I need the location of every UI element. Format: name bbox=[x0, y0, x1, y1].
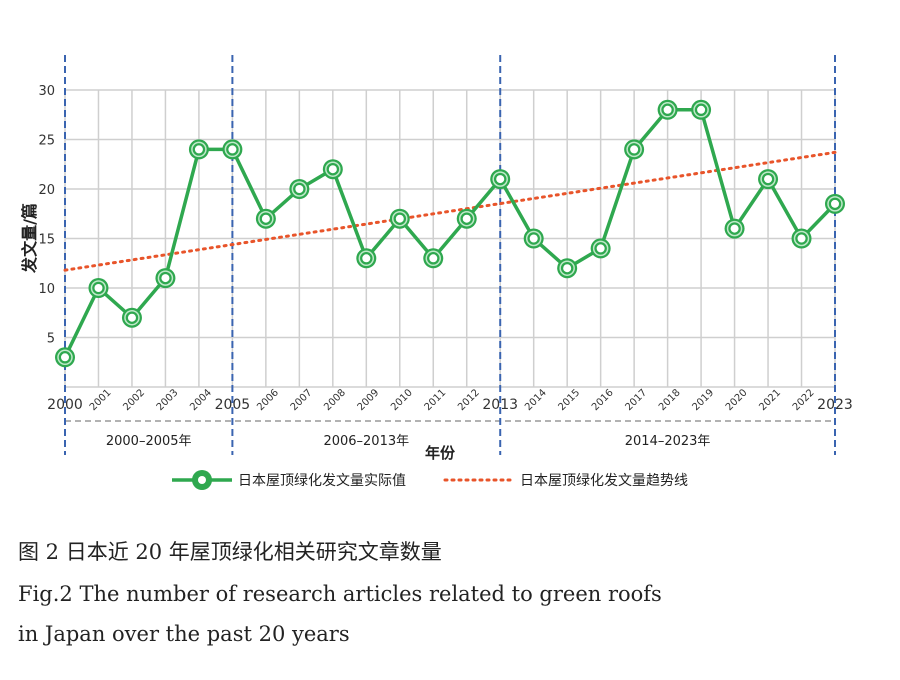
data-point-center bbox=[496, 175, 505, 184]
x-tick-label: 2014 bbox=[523, 387, 549, 413]
y-axis-label: 发文量/篇 bbox=[20, 203, 39, 274]
x-tick-label: 2007 bbox=[289, 387, 315, 413]
y-tick-label: 30 bbox=[38, 84, 55, 99]
data-point-center bbox=[261, 214, 270, 223]
data-point-ring bbox=[90, 280, 107, 296]
data-point-ring bbox=[258, 210, 274, 227]
data-point-ring bbox=[693, 102, 709, 118]
x-tick-label: 2012 bbox=[456, 387, 482, 413]
x-axis-label: 年份 bbox=[425, 444, 456, 462]
caption-english-line2: in Japan over the past 20 years bbox=[18, 622, 350, 646]
legend-actual-marker-center bbox=[198, 476, 206, 484]
period-label: 2014–2023年 bbox=[625, 434, 711, 449]
data-point-ring bbox=[124, 309, 140, 326]
data-point-ring bbox=[760, 171, 776, 187]
x-tick-label-major: 2000 bbox=[47, 397, 83, 413]
data-point-ring bbox=[57, 349, 73, 366]
data-point-center bbox=[730, 224, 739, 233]
x-tick-label: 2016 bbox=[590, 387, 616, 413]
data-point-ring bbox=[659, 102, 676, 118]
data-point-ring bbox=[224, 141, 241, 158]
x-tick-label: 2019 bbox=[690, 387, 716, 413]
data-point-center bbox=[228, 145, 237, 154]
caption-english-line1: Fig.2 The number of research articles re… bbox=[18, 582, 662, 606]
data-point-ring bbox=[458, 210, 475, 227]
x-tick-label-major: 2023 bbox=[817, 397, 853, 413]
data-point-ring bbox=[291, 181, 308, 197]
x-tick-label: 2021 bbox=[757, 387, 783, 413]
data-point-ring bbox=[827, 196, 843, 212]
data-point-center bbox=[697, 105, 706, 114]
x-tick-label: 2006 bbox=[255, 387, 281, 413]
y-tick-label: 10 bbox=[38, 282, 55, 297]
data-point-center bbox=[596, 244, 605, 253]
data-point-ring bbox=[626, 141, 642, 158]
x-tick-label: 2017 bbox=[623, 387, 649, 413]
x-tick-label: 2022 bbox=[791, 387, 817, 413]
actual-line bbox=[63, 108, 837, 359]
period-label: 2006–2013年 bbox=[323, 434, 409, 449]
data-point-center bbox=[295, 185, 304, 193]
x-tick-label: 2004 bbox=[188, 387, 214, 413]
y-tick-label: 15 bbox=[38, 233, 55, 248]
x-tick-label: 2020 bbox=[724, 387, 750, 413]
x-tick-label: 2015 bbox=[557, 387, 583, 413]
x-tick-label-major: 2005 bbox=[215, 397, 251, 413]
data-point-center bbox=[61, 353, 69, 362]
data-point-ring bbox=[793, 230, 810, 247]
data-point-ring bbox=[157, 270, 174, 286]
data-point-ring bbox=[392, 210, 408, 227]
period-label: 2000–2005年 bbox=[106, 434, 192, 449]
y-tick-label: 5 bbox=[47, 332, 55, 347]
line-chart: 5 10 15 20 25 30 发文量/篇 2000 2001 2002 2003 2004 2005… bbox=[20, 55, 853, 490]
data-point-ring bbox=[525, 230, 542, 247]
x-tick-label: 2002 bbox=[121, 387, 147, 413]
data-point-center bbox=[529, 234, 538, 243]
x-tick-label: 2003 bbox=[155, 387, 181, 413]
y-tick-label: 25 bbox=[38, 134, 55, 149]
data-point-ring bbox=[726, 220, 743, 237]
data-point-center bbox=[362, 254, 371, 263]
x-tick-label: 2010 bbox=[389, 387, 415, 413]
x-tick-label: 2018 bbox=[657, 387, 683, 413]
x-tick-label-major: 2013 bbox=[482, 397, 518, 413]
data-point-ring bbox=[325, 161, 341, 177]
data-point-center bbox=[94, 284, 103, 292]
data-point-center bbox=[630, 145, 639, 154]
data-point-center bbox=[764, 175, 773, 184]
x-tick-label: 2008 bbox=[322, 387, 348, 413]
data-point-center bbox=[797, 234, 806, 243]
data-point-center bbox=[831, 199, 839, 208]
data-point-ring bbox=[592, 240, 609, 257]
y-tick-label: 20 bbox=[38, 183, 55, 198]
data-point-center bbox=[429, 254, 438, 263]
data-point-center bbox=[563, 264, 572, 273]
legend-actual-label: 日本屋顶绿化发文量实际值 bbox=[238, 473, 406, 489]
caption-chinese: 图 2 日本近 20 年屋顶绿化相关研究文章数量 bbox=[18, 540, 442, 564]
legend-trend-label: 日本屋顶绿化发文量趋势线 bbox=[520, 473, 688, 489]
data-point-center bbox=[328, 165, 337, 174]
data-point-center bbox=[194, 145, 203, 154]
data-point-ring bbox=[358, 250, 375, 267]
data-point-ring bbox=[492, 171, 508, 187]
x-tick-label: 2009 bbox=[356, 387, 382, 413]
x-tick-label: 2001 bbox=[88, 387, 114, 413]
data-point-center bbox=[462, 214, 471, 223]
data-point-center bbox=[127, 313, 136, 322]
data-point-ring bbox=[559, 260, 575, 276]
data-point-center bbox=[161, 274, 170, 283]
x-tick-label: 2011 bbox=[423, 387, 449, 413]
data-point-center bbox=[395, 214, 404, 223]
data-point-ring bbox=[425, 250, 442, 267]
data-point-ring bbox=[191, 141, 207, 158]
data-point-center bbox=[663, 105, 672, 114]
